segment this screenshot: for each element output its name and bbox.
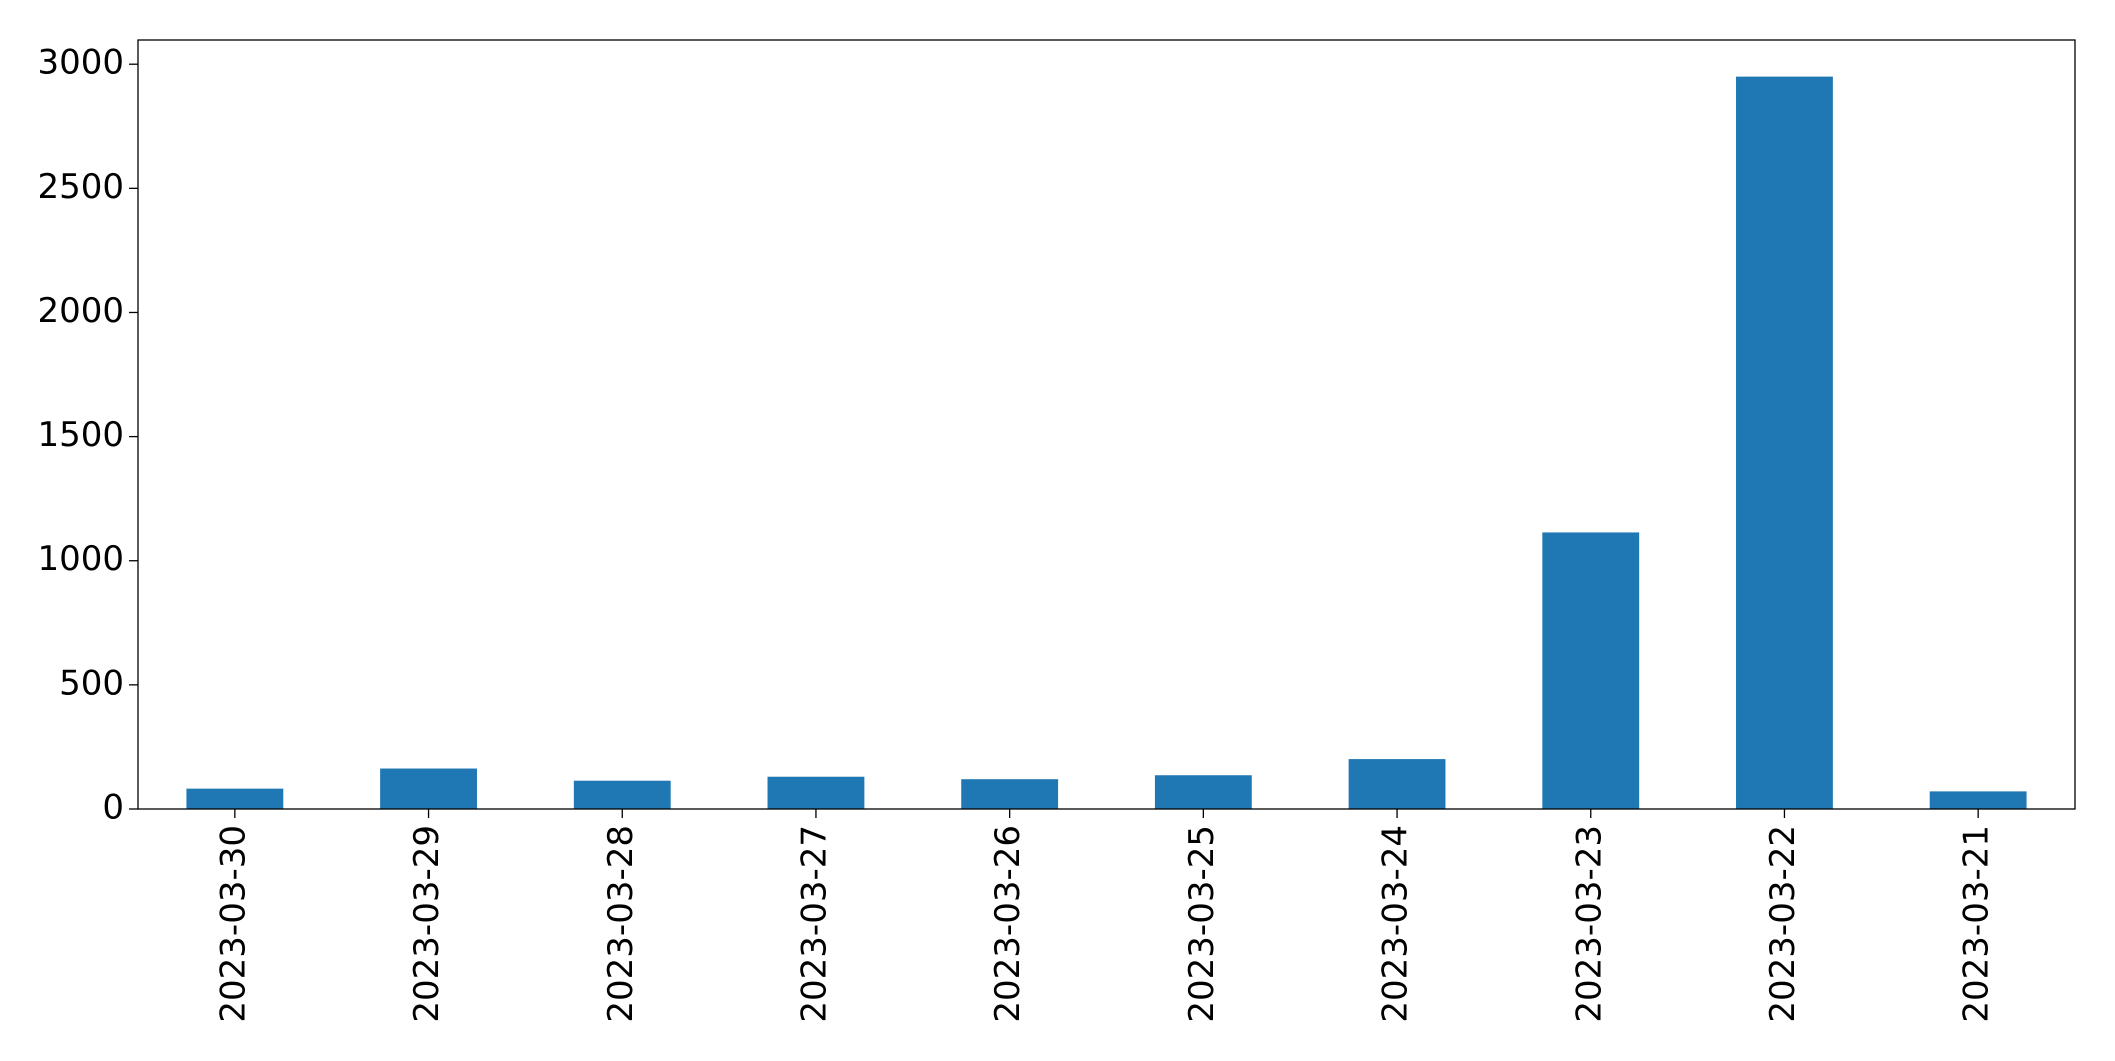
bar bbox=[961, 779, 1059, 809]
bar bbox=[767, 776, 865, 809]
bar bbox=[573, 780, 671, 809]
x-tick-label: 2023-03-28 bbox=[601, 825, 641, 1023]
bar bbox=[1542, 532, 1640, 809]
bar bbox=[1929, 791, 2027, 809]
bar bbox=[380, 768, 477, 809]
x-tick-label: 2023-03-23 bbox=[1569, 825, 1609, 1023]
x-tick-label: 2023-03-29 bbox=[407, 825, 447, 1023]
x-tick-label: 2023-03-30 bbox=[213, 825, 253, 1023]
x-tick-label: 2023-03-27 bbox=[794, 825, 834, 1023]
x-tick-label: 2023-03-25 bbox=[1182, 825, 1222, 1023]
x-tick-label: 2023-03-22 bbox=[1763, 825, 1803, 1023]
bar bbox=[1736, 76, 1833, 810]
plot-frame bbox=[137, 39, 2076, 810]
bar bbox=[1348, 759, 1446, 809]
bar bbox=[186, 788, 284, 809]
y-tick-label: 2000 bbox=[37, 291, 124, 331]
y-tick-label: 2500 bbox=[37, 167, 124, 207]
y-tick-label: 0 bbox=[102, 788, 124, 828]
x-tick-label: 2023-03-21 bbox=[1957, 825, 1997, 1023]
x-tick-label: 2023-03-24 bbox=[1376, 825, 1416, 1023]
y-tick-label: 1000 bbox=[37, 539, 124, 579]
x-tick-label: 2023-03-26 bbox=[988, 825, 1028, 1023]
bar bbox=[1154, 775, 1252, 809]
y-tick-label: 1500 bbox=[37, 415, 124, 455]
y-tick-label: 500 bbox=[59, 663, 124, 703]
y-tick-label: 3000 bbox=[37, 43, 124, 83]
